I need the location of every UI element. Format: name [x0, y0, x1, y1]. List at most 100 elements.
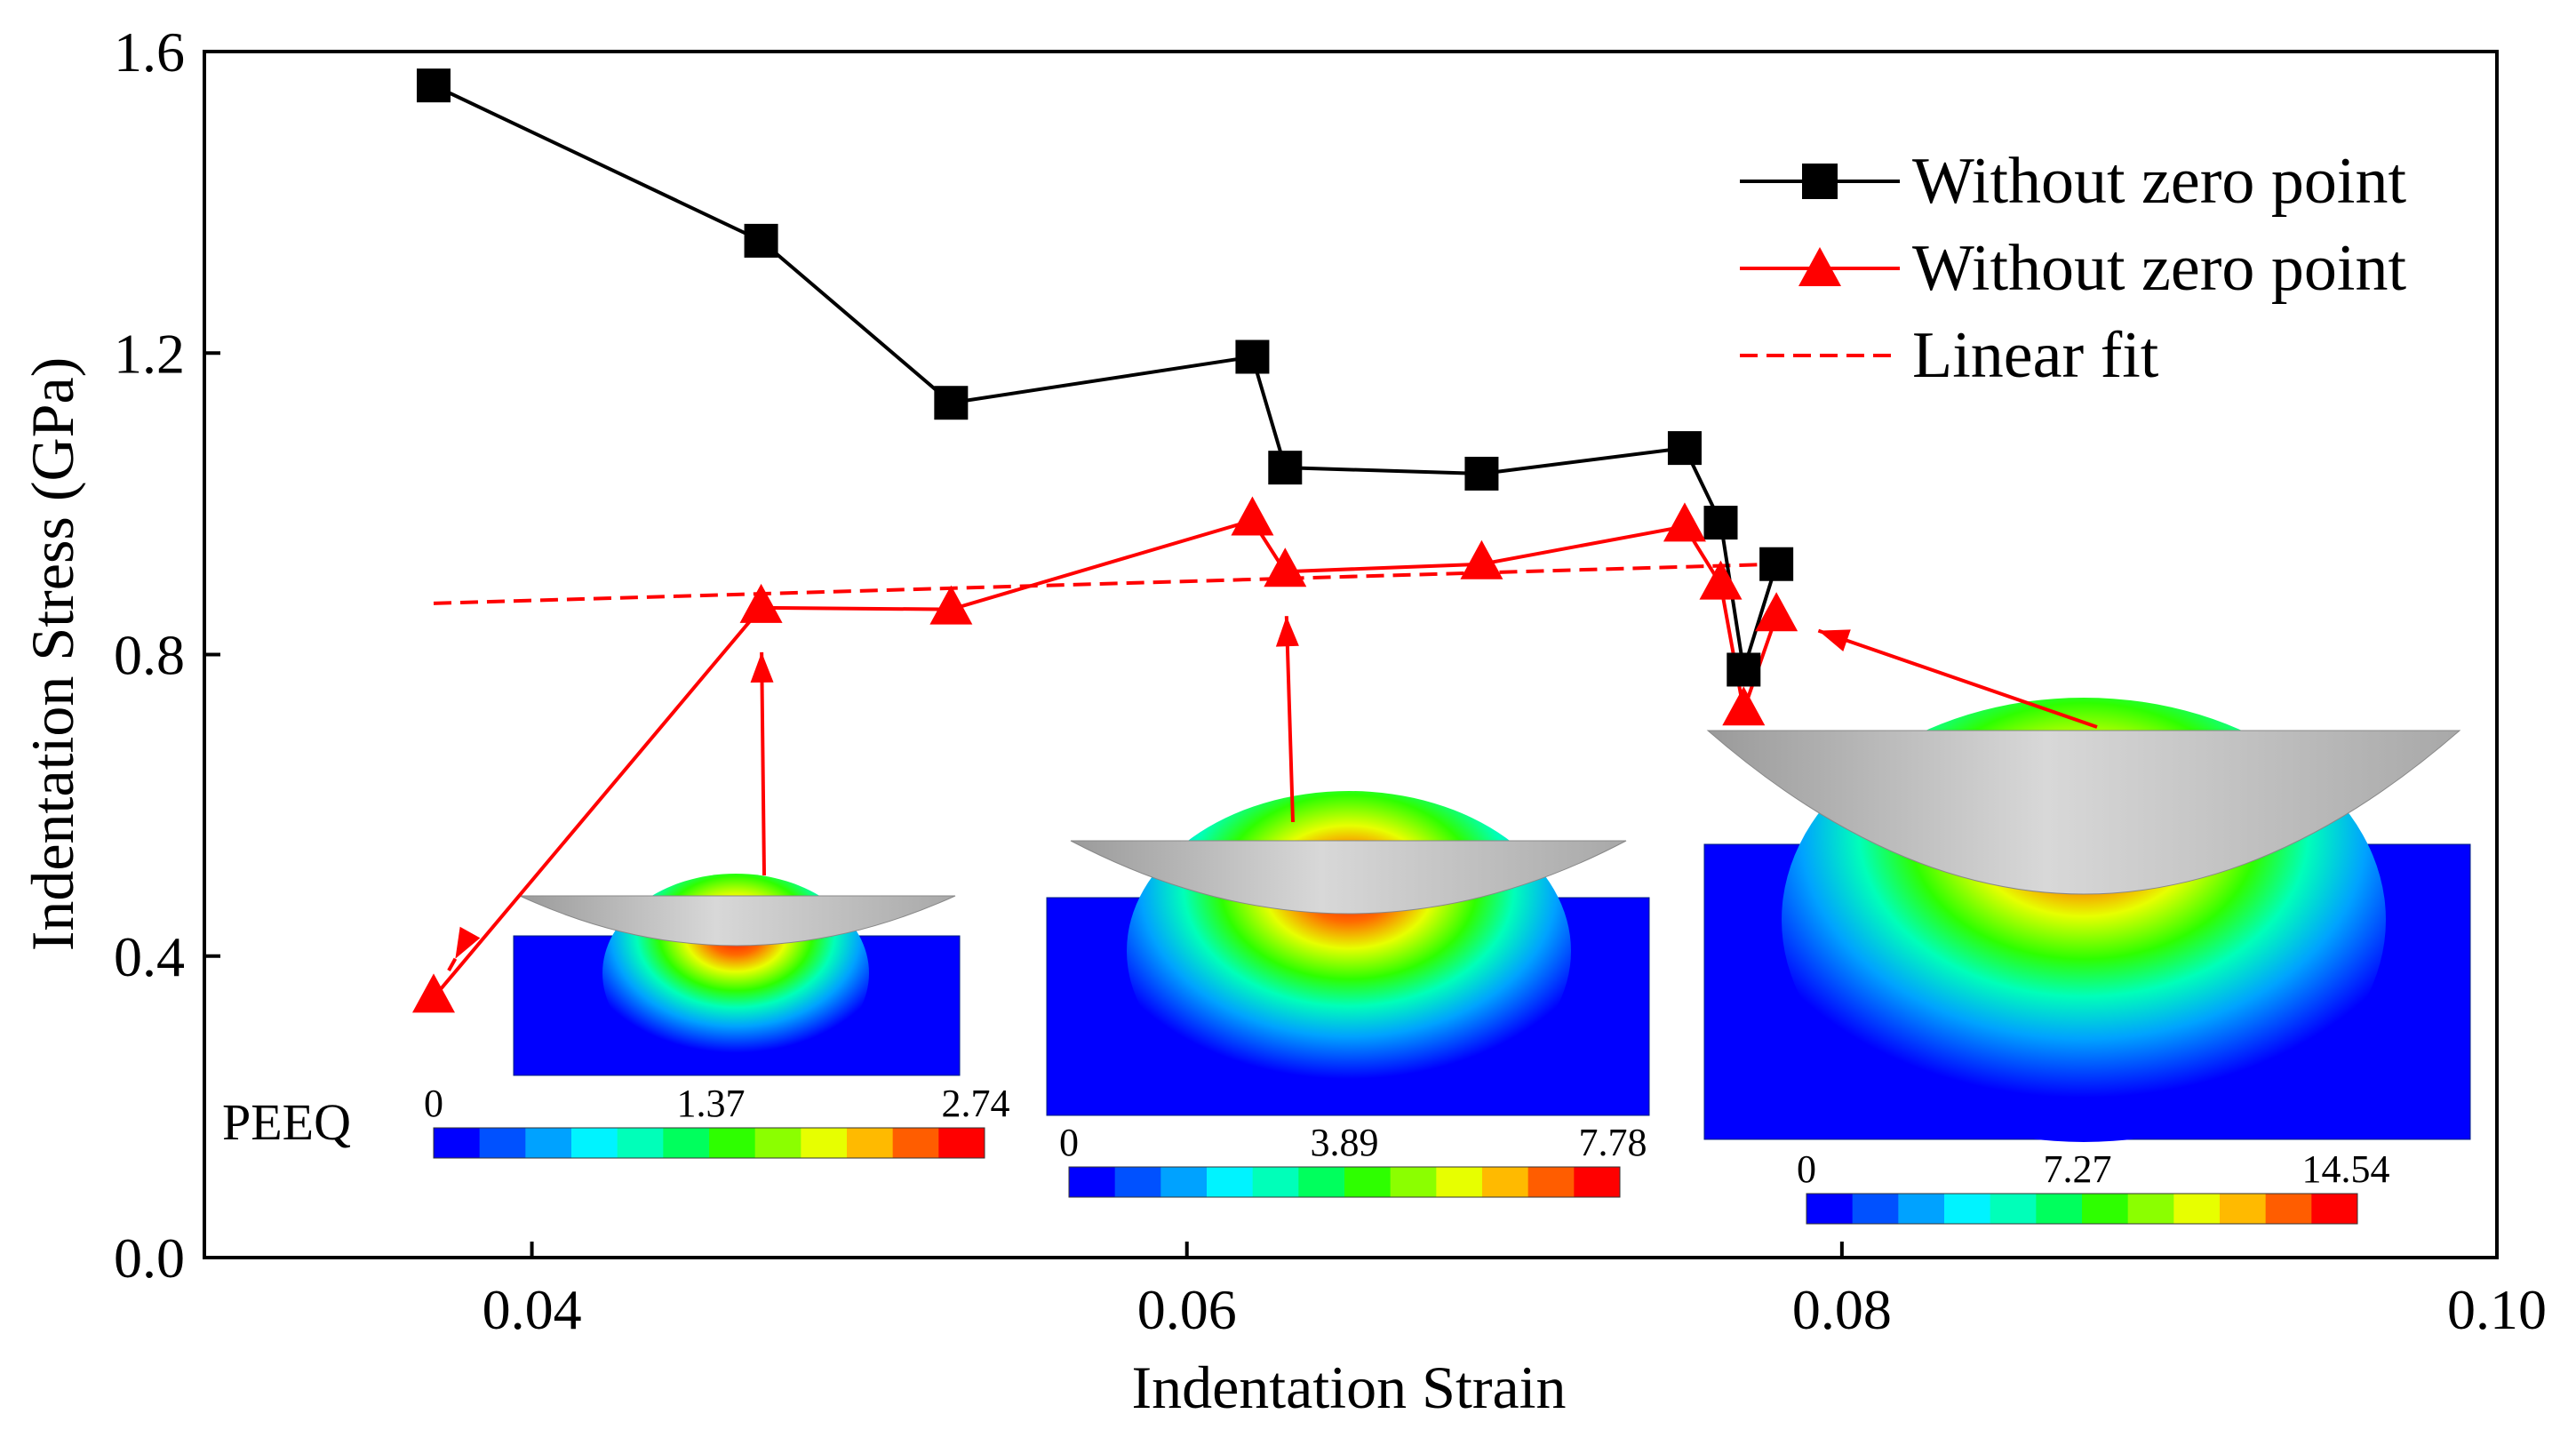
colorbar-border	[433, 1127, 985, 1159]
colorbar-1-tick-max: 2.74	[942, 1082, 1010, 1125]
annotation-arrow-shaft	[447, 957, 458, 971]
colorbar-swatch	[663, 1128, 710, 1158]
colorbar-swatch	[1390, 1167, 1437, 1197]
colorbar-swatch	[938, 1128, 985, 1158]
colorbar-3	[1806, 1193, 2358, 1225]
data-point-square	[1464, 456, 1499, 491]
colorbar-swatch	[1344, 1167, 1392, 1197]
y-tick-label: 0.8	[114, 624, 185, 687]
colorbar-swatch	[1298, 1167, 1345, 1197]
legend-marker-triangle	[1798, 247, 1841, 286]
colorbar-3-tick-min: 0	[1797, 1147, 1816, 1191]
annotation-arrow-shaft	[1817, 628, 2098, 729]
y-tick-label: 1.2	[114, 322, 185, 385]
data-point-triangle	[1231, 496, 1274, 536]
x-tick-label: 0.06	[1137, 1278, 1237, 1341]
data-point-square	[1727, 652, 1761, 687]
data-point-square	[1667, 431, 1702, 466]
data-point-triangle	[1755, 592, 1798, 632]
inset-3-indenter	[1706, 730, 2461, 895]
y-axis: 0.0 0.4 0.8 1.2 1.6	[114, 20, 220, 1290]
colorbar-swatch	[2036, 1194, 2083, 1224]
y-tick-label: 0.0	[114, 1226, 185, 1290]
colorbar-swatch	[1527, 1167, 1575, 1197]
x-tick-label: 0.04	[483, 1278, 582, 1341]
annotation-arrows	[447, 616, 2098, 971]
inset-1	[513, 874, 961, 1076]
data-point-triangle	[1663, 502, 1706, 542]
colorbar-swatch	[1160, 1167, 1208, 1197]
peeq-label: PEEQ	[222, 1093, 351, 1151]
data-point-square	[744, 223, 778, 258]
colorbar-border	[1068, 1166, 1621, 1198]
legend: Without zero point Without zero point Li…	[1740, 145, 2406, 392]
colorbar-swatch	[1252, 1167, 1299, 1197]
colorbar-swatch	[1944, 1194, 1991, 1224]
data-point-square	[417, 68, 451, 103]
colorbar-swatch	[1436, 1167, 1483, 1197]
colorbar-2-tick-mid: 3.89	[1311, 1121, 1379, 1164]
colorbar-swatch	[2082, 1194, 2129, 1224]
annotation-arrow-shaft	[760, 651, 766, 876]
y-axis-title: Indentation Stress (GPa)	[19, 357, 86, 952]
colorbar-swatch	[2127, 1194, 2174, 1224]
colorbar-swatch	[571, 1128, 618, 1158]
x-tick-label: 0.10	[2447, 1278, 2547, 1341]
inset-2	[1046, 791, 1650, 1116]
colorbar-swatch	[1482, 1167, 1529, 1197]
y-tick-label: 0.4	[114, 925, 185, 988]
legend-label-red: Without zero point	[1912, 232, 2406, 305]
data-point-triangle	[1460, 539, 1503, 579]
colorbar-swatch	[847, 1128, 894, 1158]
colorbar-swatch	[617, 1128, 664, 1158]
colorbar-swatch	[2311, 1194, 2358, 1224]
legend-label-fit: Linear fit	[1912, 319, 2159, 392]
colorbar-swatch	[1898, 1194, 1945, 1224]
data-point-square	[1268, 451, 1303, 485]
colorbar-swatch	[525, 1128, 572, 1158]
colorbar-1-tick-mid: 1.37	[677, 1082, 746, 1125]
data-point-triangle	[739, 583, 783, 623]
annotation-arrow-head	[455, 926, 481, 959]
colorbar-swatch	[1852, 1194, 1899, 1224]
colorbar-swatch	[709, 1128, 756, 1158]
x-axis-title: Indentation Strain	[1131, 1354, 1566, 1421]
colorbar-swatch	[1114, 1167, 1161, 1197]
colorbar-swatch	[1806, 1194, 1854, 1224]
annotation-arrow-head	[750, 651, 774, 683]
colorbar-2	[1068, 1166, 1621, 1198]
annotation-arrow-head	[1818, 629, 1851, 651]
colorbar-swatch	[1207, 1167, 1254, 1197]
y-tick-label: 1.6	[114, 20, 185, 84]
data-point-triangle	[929, 585, 973, 625]
data-point-square	[1703, 506, 1738, 540]
inset-3	[1703, 698, 2471, 1142]
colorbar-swatch	[479, 1128, 526, 1158]
colorbar-2-tick-max: 7.78	[1579, 1121, 1647, 1164]
linear-fit-line	[433, 562, 1777, 605]
legend-marker-square	[1802, 164, 1838, 199]
x-axis: 0.04 0.06 0.08 0.10	[483, 1242, 2547, 1341]
colorbar-swatch	[2173, 1194, 2221, 1224]
colorbar-1	[433, 1127, 985, 1159]
colorbar-swatch	[1990, 1194, 2037, 1224]
data-point-triangle	[412, 973, 455, 1013]
series-layer	[412, 68, 1798, 1013]
colorbar-2-tick-min: 0	[1059, 1121, 1079, 1164]
series-red-line	[432, 518, 1779, 999]
data-point-square	[1759, 547, 1794, 581]
colorbar-swatch	[754, 1128, 802, 1158]
data-point-square	[934, 386, 969, 420]
data-point-triangle	[1722, 686, 1766, 726]
linear-fit-layer	[433, 562, 1777, 605]
colorbar-swatch	[1574, 1167, 1621, 1197]
colorbar-border	[1806, 1193, 2358, 1225]
inset-2-contour	[1127, 791, 1571, 1111]
data-point-triangle	[1264, 547, 1307, 587]
colorbar-3-tick-mid: 7.27	[2044, 1147, 2112, 1191]
colorbar-swatch	[2265, 1194, 2312, 1224]
colorbar-swatch	[1069, 1167, 1116, 1197]
colorbar-swatch	[2220, 1194, 2267, 1224]
data-point-square	[1235, 340, 1270, 374]
